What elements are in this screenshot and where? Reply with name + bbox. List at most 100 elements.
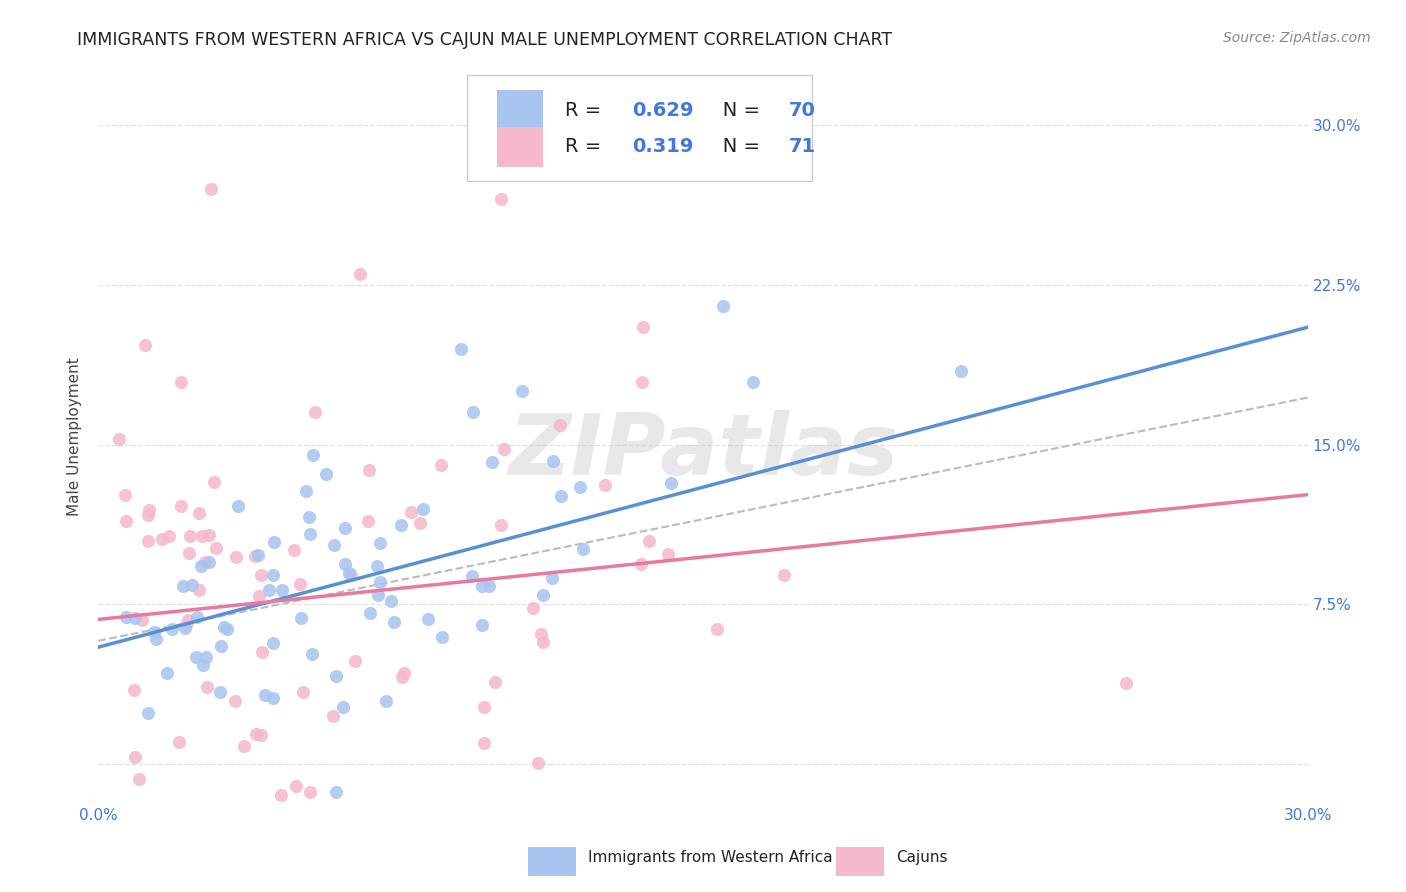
Point (531, 588, 554, 602)
Point (416, 612, 439, 626)
Point (174, 618, 197, 632)
Point (950, 364, 973, 378)
Point (489, 517, 512, 532)
Point (471, 578, 494, 592)
Point (172, 579, 194, 593)
FancyBboxPatch shape (498, 90, 543, 130)
Point (179, 529, 201, 543)
Point (291, 685, 314, 699)
Point (124, 611, 146, 625)
Point (134, 338, 156, 352)
Point (531, 635, 554, 649)
Point (262, 691, 284, 706)
Point (322, 708, 344, 723)
Point (510, 384, 533, 399)
Point (569, 480, 592, 494)
Point (481, 455, 503, 469)
Point (253, 688, 276, 702)
Point (270, 583, 292, 598)
Point (356, 515, 378, 529)
Point (250, 568, 273, 582)
Point (478, 579, 501, 593)
Point (247, 589, 270, 603)
FancyBboxPatch shape (837, 847, 884, 876)
Point (193, 657, 215, 672)
Point (195, 650, 218, 665)
Point (284, 779, 307, 793)
Point (332, 700, 354, 714)
Point (257, 582, 280, 597)
Point (706, 623, 728, 637)
Point (186, 609, 208, 624)
Point (302, 448, 325, 462)
Point (380, 594, 402, 608)
Point (162, 622, 184, 636)
Point (593, 478, 616, 492)
Point (461, 405, 484, 419)
Point (343, 654, 366, 668)
Point (290, 577, 312, 591)
Point (190, 558, 212, 573)
Point (212, 620, 235, 634)
Point (492, 442, 515, 456)
Point (217, 622, 239, 636)
Point (108, 432, 131, 446)
FancyBboxPatch shape (498, 127, 543, 167)
Point (145, 632, 167, 646)
Point (243, 549, 266, 563)
Point (491, 192, 513, 206)
Point (450, 342, 472, 356)
Point (114, 610, 136, 624)
Point (262, 636, 284, 650)
Text: IMMIGRANTS FROM WESTERN AFRICA VS CAJUN MALE UNEMPLOYMENT CORRELATION CHART: IMMIGRANTS FROM WESTERN AFRICA VS CAJUN … (77, 31, 893, 49)
Point (208, 685, 231, 699)
Text: 70: 70 (789, 101, 815, 120)
Point (333, 557, 356, 571)
Point (333, 520, 356, 534)
Point (262, 568, 284, 582)
Point (325, 784, 347, 798)
Point (429, 458, 451, 472)
Point (197, 528, 219, 542)
Point (471, 618, 494, 632)
Point (226, 499, 249, 513)
Point (136, 508, 159, 522)
Point (181, 577, 204, 591)
Point (299, 526, 322, 541)
Text: Immigrants from Western Africa: Immigrants from Western Africa (588, 850, 832, 865)
Point (200, 181, 222, 195)
Point (124, 750, 146, 764)
Point (295, 483, 318, 498)
Point (283, 543, 305, 558)
Point (550, 490, 572, 504)
Point (340, 567, 363, 582)
Point (209, 639, 232, 653)
Point (232, 739, 254, 753)
Point (202, 475, 225, 489)
Point (298, 510, 321, 524)
Point (530, 626, 553, 640)
Text: N =: N = (704, 137, 766, 156)
Point (323, 537, 346, 551)
Point (366, 559, 388, 574)
Point (270, 788, 292, 802)
Text: Cajuns: Cajuns (897, 850, 948, 865)
Point (773, 567, 796, 582)
Y-axis label: Male Unemployment: Male Unemployment (67, 358, 83, 516)
Point (177, 546, 200, 560)
Point (391, 670, 413, 684)
Point (409, 516, 432, 530)
Point (198, 556, 221, 570)
Point (384, 615, 406, 629)
Point (359, 463, 381, 477)
Point (631, 375, 654, 389)
Point (657, 547, 679, 561)
Point (174, 621, 197, 635)
Point (290, 611, 312, 625)
Point (167, 735, 190, 749)
Point (204, 541, 226, 555)
Point (186, 650, 208, 665)
Point (136, 534, 159, 549)
Point (661, 475, 683, 490)
Point (394, 665, 416, 680)
